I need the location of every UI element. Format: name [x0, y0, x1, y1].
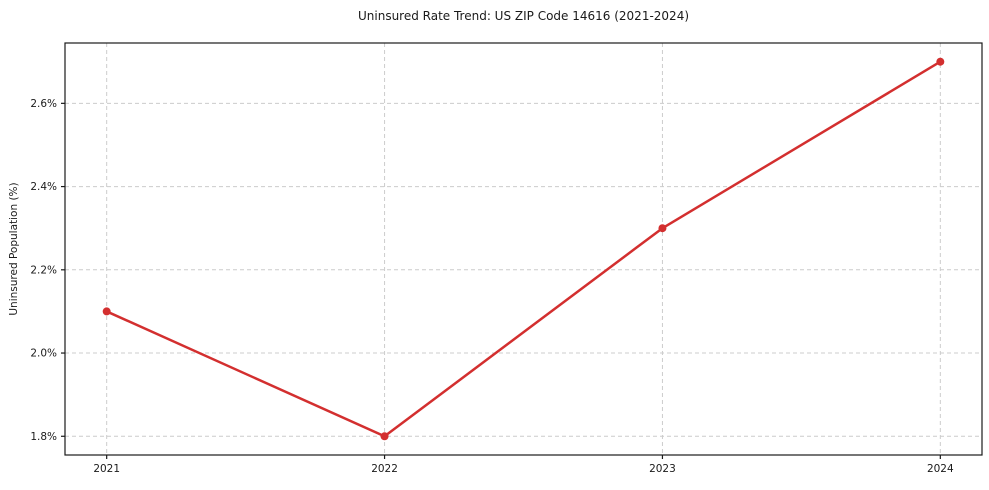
- x-tick-label: 2022: [371, 463, 398, 475]
- plot-border: [64, 42, 983, 456]
- x-tick-label: 2023: [649, 463, 676, 475]
- x-tick-label: 2024: [927, 463, 954, 475]
- plot-area: [65, 43, 982, 455]
- data-point: [380, 432, 389, 441]
- x-tick-label: 2021: [93, 463, 120, 475]
- y-tick-label: 2.6%: [30, 98, 57, 110]
- y-tick-label: 2.2%: [30, 264, 57, 276]
- y-tick-label: 2.0%: [30, 348, 57, 360]
- y-tick-label: 1.8%: [30, 431, 57, 443]
- data-point: [936, 57, 945, 66]
- y-tick-label: 2.4%: [30, 181, 57, 193]
- trend-line: [105, 60, 942, 438]
- data-point: [658, 224, 667, 233]
- chart-title: Uninsured Rate Trend: US ZIP Code 14616 …: [357, 9, 690, 23]
- data-point: [102, 307, 111, 316]
